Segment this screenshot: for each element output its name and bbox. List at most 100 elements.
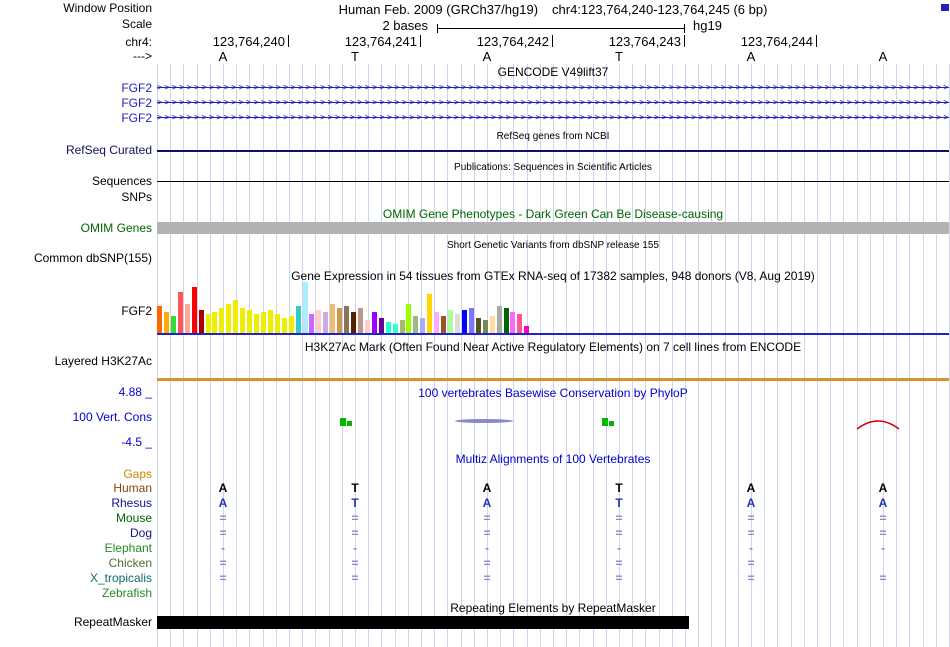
guideline [262,64,264,647]
gtex-expression-bar[interactable] [427,294,433,334]
gtex-expression-bar[interactable] [260,312,266,334]
gtex-expression-bar[interactable] [247,310,253,334]
gencode-transcript[interactable]: >>>>>>>>>>>>>>>>>>>>>>>>>>>>>>>>>>>>>>>>… [157,112,949,125]
h3k27ac-signal[interactable] [157,378,949,381]
gtex-expression-bar[interactable] [219,308,225,334]
guideline [869,64,871,647]
gtex-expression-bar[interactable] [177,292,183,334]
gtex-expression-bar[interactable] [344,306,350,334]
gtex-expression-bar[interactable] [524,326,530,334]
gtex-expression-bar[interactable] [399,320,405,334]
sequences-item[interactable] [157,181,949,182]
species-label-elephant[interactable]: Elephant [104,541,152,555]
gtex-expression-bar[interactable] [302,282,308,334]
species-label-mouse[interactable]: Mouse [115,511,152,525]
snps-label[interactable]: SNPs [121,190,152,204]
gtex-expression-bar[interactable] [337,308,343,334]
gtex-expression-bar[interactable] [475,318,481,334]
species-label-rhesus[interactable]: Rhesus [111,496,152,510]
ruler-base: A [482,49,492,64]
species-label-dog[interactable]: Dog [129,526,152,540]
species-label-human[interactable]: Human [113,481,152,495]
gtex-expression-bar[interactable] [157,306,162,334]
gtex-expression-bar[interactable] [371,312,377,334]
gtex-expression-bar[interactable] [233,300,239,334]
gencode-transcript[interactable]: >>>>>>>>>>>>>>>>>>>>>>>>>>>>>>>>>>>>>>>>… [157,97,949,110]
omim-track-title: OMIM Gene Phenotypes - Dark Green Can Be… [382,207,724,221]
gtex-expression-bar[interactable] [205,314,211,334]
gtex-expression-bar[interactable] [288,316,294,334]
gtex-expression-bar[interactable] [510,312,516,334]
phylop-track-label[interactable]: 100 Vert. Cons [72,410,152,424]
gtex-expression-bar[interactable] [281,318,287,334]
gtex-expression-bar[interactable] [330,304,336,334]
alignment-cell: = [483,556,491,570]
gtex-expression-bar[interactable] [385,322,391,334]
chrom-label: chr4: [125,35,152,49]
gtex-expression-bar[interactable] [434,312,440,334]
gtex-expression-bar[interactable] [323,312,329,334]
gtex-expression-bar[interactable] [198,310,204,334]
gtex-expression-bar[interactable] [406,304,412,334]
species-label-chicken[interactable]: Chicken [108,556,152,570]
guideline [553,64,554,647]
gtex-expression-bar[interactable] [274,314,280,334]
phylop-signal[interactable] [157,405,949,445]
gtex-expression-bar[interactable] [226,304,232,334]
gtex-expression-bar[interactable] [163,312,169,334]
guideline [843,64,845,647]
gtex-expression-bar[interactable] [351,312,357,334]
repeatmasker-item[interactable] [157,616,689,629]
gtex-expression-bar[interactable] [191,287,197,334]
gtex-expression-bar[interactable] [378,318,384,334]
gencode-gene-label[interactable]: FGF2 [121,111,152,125]
dbsnp-track-title: Short Genetic Variants from dbSNP releas… [447,240,659,251]
gtex-expression-bar[interactable] [240,308,246,334]
omim-genes-label[interactable]: OMIM Genes [80,221,152,235]
gencode-gene-label[interactable]: FGF2 [121,96,152,110]
species-label-x_tropicalis[interactable]: X_tropicalis [89,571,152,585]
omim-gene-item[interactable] [157,222,949,234]
gtex-expression-bar[interactable] [503,308,509,334]
gtex-expression-bar[interactable] [496,306,502,334]
ruler-base: T [615,49,623,64]
gtex-expression-bar[interactable] [413,316,419,334]
gtex-expression-bar[interactable] [295,306,301,334]
gtex-expression-bar[interactable] [468,308,474,334]
gtex-expression-bar[interactable] [254,314,260,334]
alignment-cell: A [482,496,492,510]
gtex-expression-bar[interactable] [309,314,315,334]
gtex-expression-bar[interactable] [420,318,426,334]
common-dbsnp-label[interactable]: Common dbSNP(155) [33,251,152,265]
gtex-expression-bar[interactable] [441,316,447,334]
gtex-gene-label[interactable]: FGF2 [121,304,152,318]
gtex-expression-bar[interactable] [170,316,176,334]
repeatmasker-label[interactable]: RepeatMasker [73,615,152,629]
gtex-expression-bar[interactable] [316,310,322,334]
gtex-expression-bar[interactable] [489,316,495,334]
gtex-expression-bar[interactable] [517,314,523,334]
gtex-expression-bar[interactable] [448,310,454,334]
multiz-track-title: Multiz Alignments of 100 Vertebrates [455,452,651,466]
gtex-expression-bar[interactable] [392,324,398,334]
phylop-mark [856,420,900,430]
gtex-track-title: Gene Expression in 54 tissues from GTEx … [291,269,815,283]
gtex-expression-bar[interactable] [364,320,370,334]
gtex-expression-bar[interactable] [184,304,190,334]
gtex-expression-bar[interactable] [212,312,218,334]
gtex-expression-bar[interactable] [482,320,488,334]
refseq-curated-item[interactable] [157,150,949,152]
gencode-transcript[interactable]: >>>>>>>>>>>>>>>>>>>>>>>>>>>>>>>>>>>>>>>>… [157,82,949,95]
guideline [394,64,396,647]
sequences-label[interactable]: Sequences [91,174,152,188]
coordinate-label: 123,764,244 [740,34,813,49]
gtex-expression-bar[interactable] [461,310,467,334]
gtex-expression-bar[interactable] [454,314,460,334]
species-label-zebrafish[interactable]: Zebrafish [101,586,152,600]
guideline [513,64,515,647]
layered-h3k27ac-label[interactable]: Layered H3K27Ac [54,354,152,368]
gencode-gene-label[interactable]: FGF2 [121,81,152,95]
refseq-curated-label[interactable]: RefSeq Curated [65,143,152,157]
gtex-expression-bar[interactable] [357,308,363,334]
gtex-expression-bar[interactable] [267,310,273,334]
